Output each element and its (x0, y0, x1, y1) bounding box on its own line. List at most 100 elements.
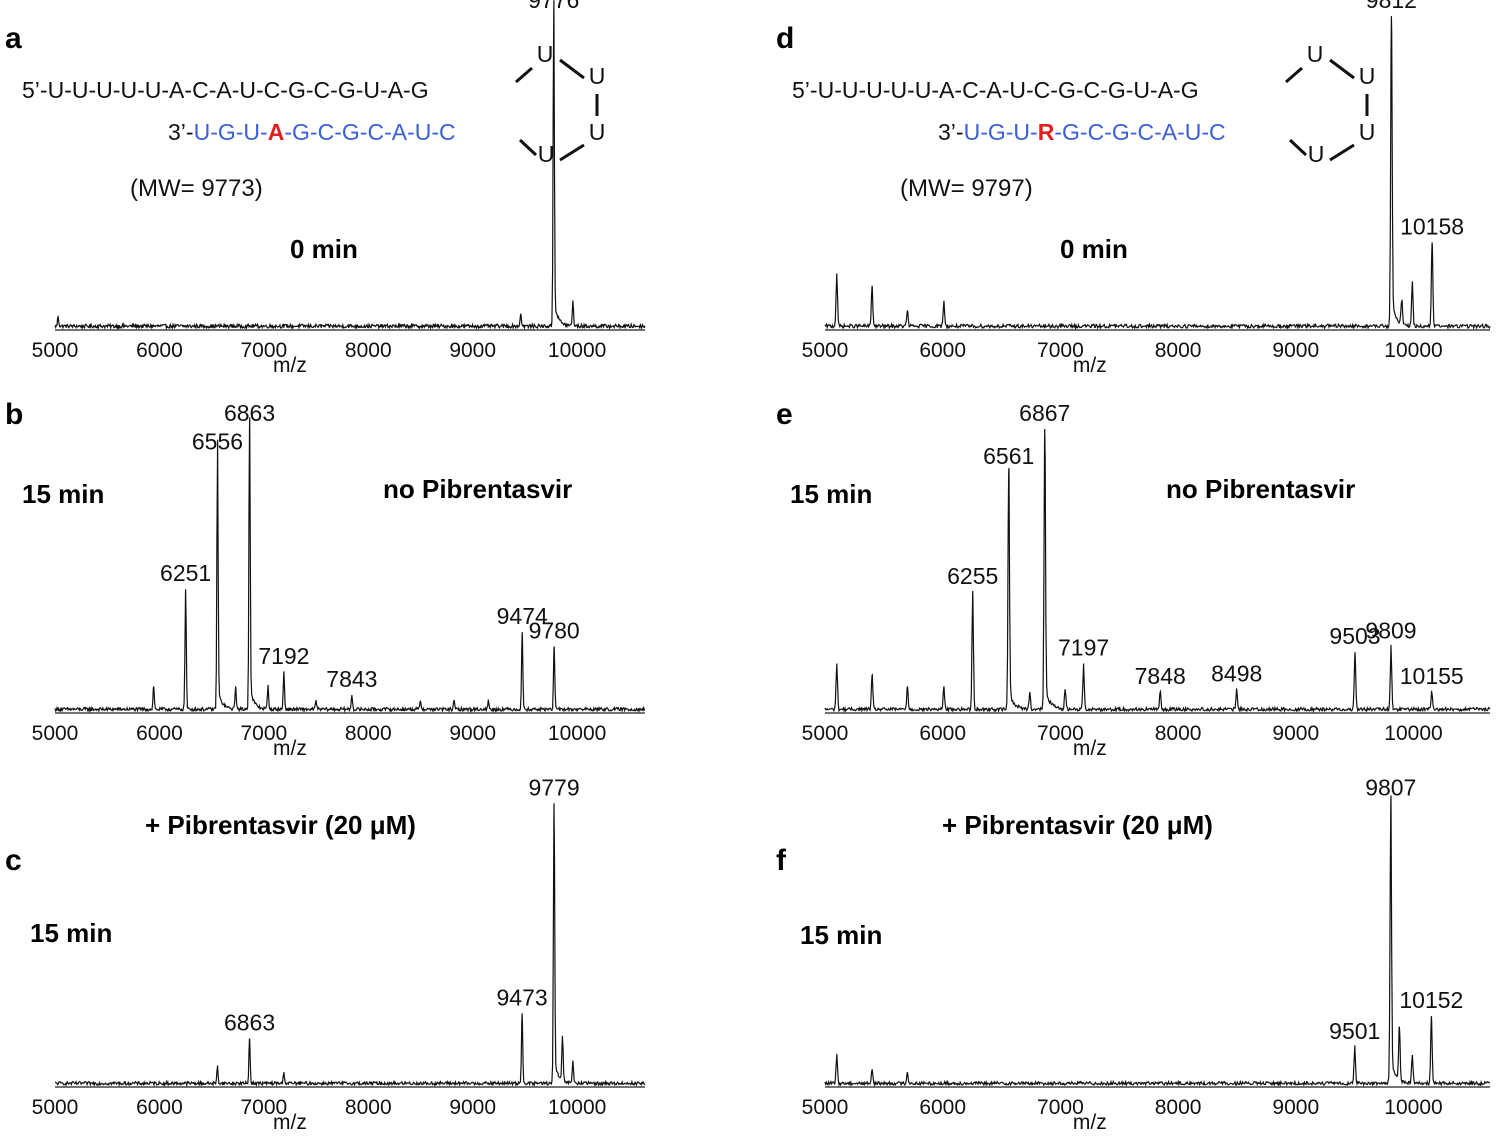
nucleotide: U (1185, 119, 1202, 145)
nucleotide: - (210, 119, 218, 145)
nucleotide: - (284, 119, 292, 145)
panel-letter: e (776, 398, 793, 431)
nucleotide: G (1112, 119, 1130, 145)
nucleotide: - (330, 77, 338, 103)
nucleotide: - (1026, 77, 1034, 103)
nucleotide: A (388, 77, 404, 103)
nucleotide: - (1030, 119, 1038, 145)
nucleotide: - (979, 77, 987, 103)
nucleotide: G (218, 119, 236, 145)
tick-label: 6000 (919, 722, 966, 745)
nucleotide: G (1181, 77, 1199, 103)
peak-label: 9812 (1366, 0, 1417, 13)
x-axis-label: m/z (1073, 737, 1107, 760)
peak-label: 9779 (528, 774, 579, 800)
tick-label: 5000 (802, 339, 849, 362)
nucleotide: - (1054, 119, 1062, 145)
nucleotide: C (318, 119, 335, 145)
nucleotide: G (342, 119, 360, 145)
nucleotide: - (858, 77, 866, 103)
tick-label: 5000 (802, 722, 849, 745)
peak-label: 9474 (497, 603, 548, 629)
nucleotide: A (986, 77, 1002, 103)
tick-label: 6000 (136, 1096, 183, 1119)
nucleotide: - (1126, 77, 1134, 103)
nucleotide: U (239, 77, 256, 103)
loop-nucleotide: U (1307, 41, 1324, 67)
tick-label: 7000 (1037, 339, 1084, 362)
nucleotide: U (818, 77, 835, 103)
loop-bond (518, 138, 538, 157)
condition-label: no Pibrentasvir (383, 474, 572, 504)
tick-label: 9000 (449, 339, 496, 362)
nucleotide: - (1080, 119, 1088, 145)
nucleotide: C (314, 77, 331, 103)
nucleotide: C (1137, 119, 1154, 145)
tick-label: 9000 (1272, 722, 1319, 745)
loop-nucleotide: U (537, 41, 554, 67)
x-axis-label: m/z (273, 737, 307, 760)
molecular-weight: (MW= 9773) (130, 175, 263, 202)
x-axis-label: m/z (273, 354, 307, 377)
x-axis-label: m/z (1073, 1111, 1107, 1134)
nucleotide: 3’- (168, 119, 194, 145)
tick-label: 8000 (345, 722, 392, 745)
time-label: 15 min (22, 479, 104, 509)
nucleotide: - (334, 119, 342, 145)
nucleotide: A (939, 77, 955, 103)
nucleotide: - (161, 77, 169, 103)
nucleotide: U (72, 77, 89, 103)
tick-label: 10000 (1384, 722, 1442, 745)
tick-label: 6000 (136, 339, 183, 362)
tick-label: 8000 (345, 1096, 392, 1119)
nucleotide: A (169, 77, 185, 103)
time-label: 0 min (1060, 234, 1128, 264)
time-label: 15 min (30, 918, 112, 948)
panel-letter: c (5, 844, 22, 877)
peak-label: 6561 (983, 443, 1034, 469)
loop-bond (559, 58, 585, 80)
time-label: 15 min (790, 479, 872, 509)
nucleotide: U (48, 77, 65, 103)
peak-label: 6251 (160, 560, 211, 586)
nucleotide: 5’- (792, 77, 818, 103)
sequence-top-strand: 5’-U-U-U-U-U-A-C-A-U-C-G-C-G-U-A-G (22, 77, 429, 103)
nucleotide: - (407, 119, 415, 145)
nucleotide: G (292, 119, 310, 145)
tick-label: 6000 (919, 339, 966, 362)
peak-label: 9501 (1329, 1018, 1380, 1044)
nucleotide: - (1130, 119, 1138, 145)
nucleotide: - (980, 119, 988, 145)
nucleotide: - (931, 77, 939, 103)
peak-label: 6867 (1019, 400, 1070, 426)
nucleotide: G (411, 77, 429, 103)
peak-label: 9473 (497, 984, 548, 1010)
time-label: 15 min (800, 920, 882, 950)
peak-label: 6863 (224, 1010, 275, 1036)
nucleotide: - (184, 77, 192, 103)
time-label: 0 min (290, 234, 358, 264)
nucleotide: U (964, 119, 981, 145)
tick-label: 5000 (32, 722, 79, 745)
loop-bond (1329, 143, 1355, 162)
loop-nucleotide: U (589, 63, 606, 89)
tick-label: 5000 (802, 1096, 849, 1119)
nucleotide: - (431, 119, 439, 145)
peak-label: 10158 (1400, 213, 1464, 239)
tick-label: 8000 (1155, 1096, 1202, 1119)
nucleotide: - (256, 77, 264, 103)
panel-letter: a (5, 22, 22, 55)
nucleotide: C (367, 119, 384, 145)
hairpin-loop: U U U U (515, 41, 606, 167)
tick-label: 10000 (548, 339, 606, 362)
nucleotide: U (915, 77, 932, 103)
nucleotide: - (1006, 119, 1014, 145)
tick-label: 8000 (1155, 339, 1202, 362)
nucleotide: U (415, 119, 432, 145)
nucleotide: U (890, 77, 907, 103)
peak-label: 9807 (1365, 774, 1416, 800)
x-axis-label: m/z (1073, 354, 1107, 377)
panel-letter: b (5, 398, 23, 431)
nucleotide: U (243, 119, 260, 145)
nucleotide: - (907, 77, 915, 103)
